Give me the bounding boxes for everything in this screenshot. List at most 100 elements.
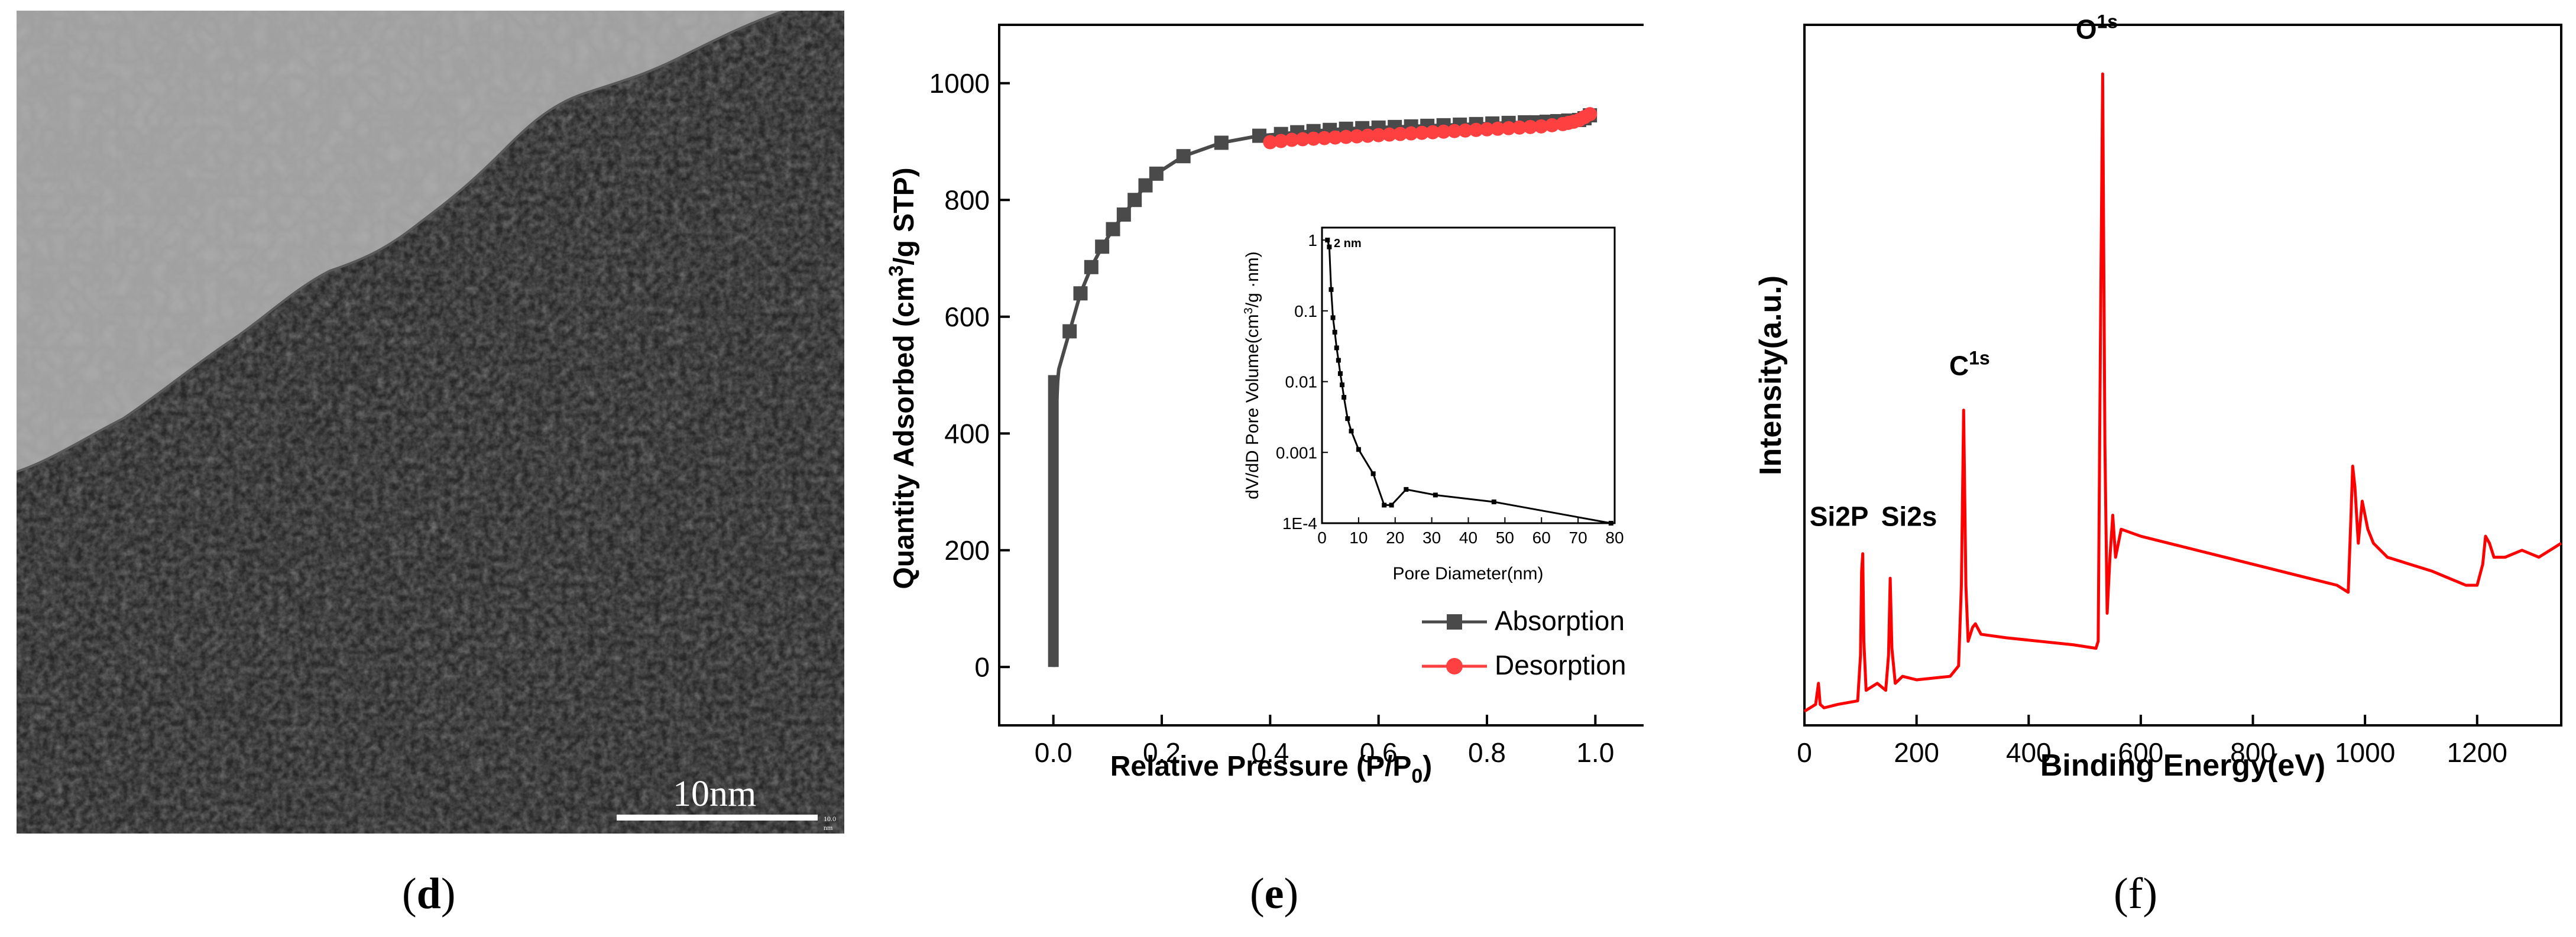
caption-f: (f) [2114,870,2157,918]
desorption-point [1458,123,1473,138]
desorption-point [1317,131,1331,145]
isotherm-series [1048,107,1598,667]
xps-peak-label: Si2s [1881,501,1937,531]
isotherm-x-tick-label: 0.2 [1143,737,1181,768]
inset-x-tick-label: 60 [1532,529,1551,547]
inset-x-ticks: 0 10 20 30 40 50 60 70 80 [1317,517,1624,547]
tem-image-panel: 10nm 10.0 nm [17,11,844,834]
desorption-point [1480,122,1494,137]
desorption-point [1393,127,1408,141]
inset-line [1326,239,1612,524]
absorption-point [1062,324,1077,339]
xps-x-tick-label: 1000 [2335,737,2395,768]
isotherm-x-tick-label: 0.8 [1468,737,1506,768]
inset-point [1342,395,1347,400]
desorption-point [1490,121,1505,136]
inset-y-ticks: 1 0.1 0.01 0.001 1E-4 [1276,231,1328,533]
isotherm-y-axis-label: Quantity Adsorbed (cm3/g STP) [887,167,920,589]
xps-x-tick-label: 600 [2118,737,2164,768]
inset-series [1325,238,1613,526]
isotherm-y-tick-label: 1000 [929,68,990,99]
xps-peak-labels: Si2P Si2s C1s O1s [1810,11,2118,532]
isotherm-y-tick-label: 0 [974,651,990,682]
desorption-point [1556,116,1570,131]
inset-point [1337,371,1343,376]
isotherm-x-tick-label: 0.4 [1251,737,1289,768]
absorption-point [1149,166,1164,181]
scale-bar [617,815,818,821]
isotherm-legend: Absorption Desorption [1422,605,1626,680]
xps-x-ticks: 0 200 400 600 800 1000 1200 [1797,715,2507,768]
isotherm-x-tick-label: 0.0 [1035,737,1072,768]
xps-peak-label: Si2P [1810,501,1869,531]
desorption-point [1523,119,1538,134]
xps-y-axis-label: Intensity(a.u.) [1754,275,1788,475]
caption-d: (d) [402,870,456,918]
inset-x-tick-label: 70 [1569,529,1587,547]
inset-point [1345,416,1350,422]
isotherm-plot-frame [998,24,1644,727]
inset-x-tick-label: 80 [1605,529,1624,547]
inset-x-tick-label: 30 [1423,529,1441,547]
desorption-point [1425,125,1440,140]
inset-x-tick-label: 10 [1349,529,1368,547]
inset-y-tick-label: 0.001 [1276,443,1317,462]
legend-desorption: Desorption [1422,650,1626,680]
isotherm-y-tick-label: 200 [944,535,990,566]
inset-point [1340,382,1345,388]
inset-y-tick-label: 0.01 [1285,373,1318,391]
xps-peak-label: C1s [1949,348,1990,381]
isotherm-x-tick-label: 0.6 [1360,737,1398,768]
xps-chart: 0 200 400 600 800 1000 1200 Si2P Si2s C1s O1s Bin… [1754,11,2562,783]
inset-point [1349,429,1354,434]
xps-series [1803,72,2562,713]
xps-x-tick-label: 800 [2230,737,2276,768]
xps-x-tick-label: 0 [1797,737,1812,768]
inset-point [1389,502,1394,508]
isotherm-y-ticks: 0 200 400 600 800 1000 [929,68,1010,682]
desorption-point [1263,135,1278,150]
absorption-point [1127,193,1142,207]
desorption-point [1512,120,1527,135]
xps-peak-label: O1s [2076,11,2118,45]
inset-plot-frame [1321,226,1616,524]
tem-image [17,11,844,834]
inset-x-tick-label: 0 [1317,529,1327,547]
inset-point [1608,521,1613,526]
legend-absorption: Absorption [1422,605,1625,636]
inset-x-tick-label: 20 [1386,529,1404,547]
desorption-point [1285,132,1299,147]
inset-y-axis-label: dV/dD Pore Volume(cm3/g ·nm) [1242,251,1262,500]
inset-point [1334,345,1339,351]
desorption-point [1339,129,1353,144]
isotherm-x-axis-label: Relative Pressure (P/P0) [1110,751,1433,787]
inset-x-axis-label: Pore Diameter(nm) [1392,564,1543,583]
absorption-point [1106,222,1120,236]
inset-y-tick-label: 1 [1308,231,1317,249]
desorption-point [1469,122,1483,137]
xps-spectrum-line [1803,72,2562,713]
absorption-point [1073,286,1088,301]
scale-bar-small-label: 10.0 nm [824,815,836,832]
desorption-point [1360,128,1375,143]
legend-absorption-label: Absorption [1495,605,1625,636]
inset-point [1332,329,1337,335]
inset-y-tick-label: 1E-4 [1282,514,1317,533]
inset-point [1328,287,1334,292]
isotherm-y-tick-label: 400 [944,418,990,449]
inset-point [1356,447,1361,452]
inset-point [1327,244,1332,249]
xps-x-tick-label: 200 [1894,737,1939,768]
desorption-point [1328,130,1343,145]
desorption-point [1295,132,1310,147]
inset-point [1325,238,1330,243]
inset-annotation: 2 nm [1334,237,1362,250]
inset-point [1330,315,1336,320]
scale-bar-label: 10nm [673,774,757,814]
inset-point [1491,499,1496,504]
inset-point [1382,502,1387,508]
desorption-point [1371,128,1386,142]
absorption-point [1095,239,1110,254]
inset-x-tick-label: 40 [1459,529,1477,547]
